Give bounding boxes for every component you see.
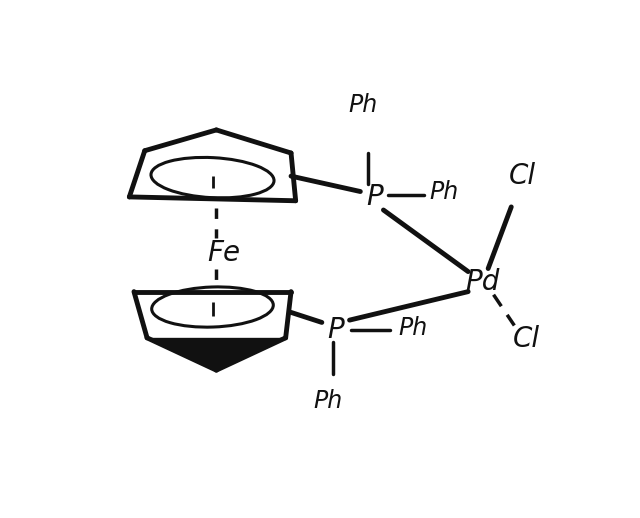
Text: P: P (327, 316, 344, 344)
Text: Cl: Cl (513, 325, 540, 353)
Text: Ph: Ph (429, 180, 458, 204)
Text: Pd: Pd (465, 268, 499, 296)
Text: Ph: Ph (398, 316, 428, 340)
Text: Ph: Ph (314, 389, 342, 413)
Text: Fe: Fe (207, 239, 241, 267)
Text: Ph: Ph (348, 93, 377, 117)
Text: Cl: Cl (508, 162, 536, 190)
Text: P: P (366, 183, 383, 211)
Polygon shape (147, 338, 285, 370)
